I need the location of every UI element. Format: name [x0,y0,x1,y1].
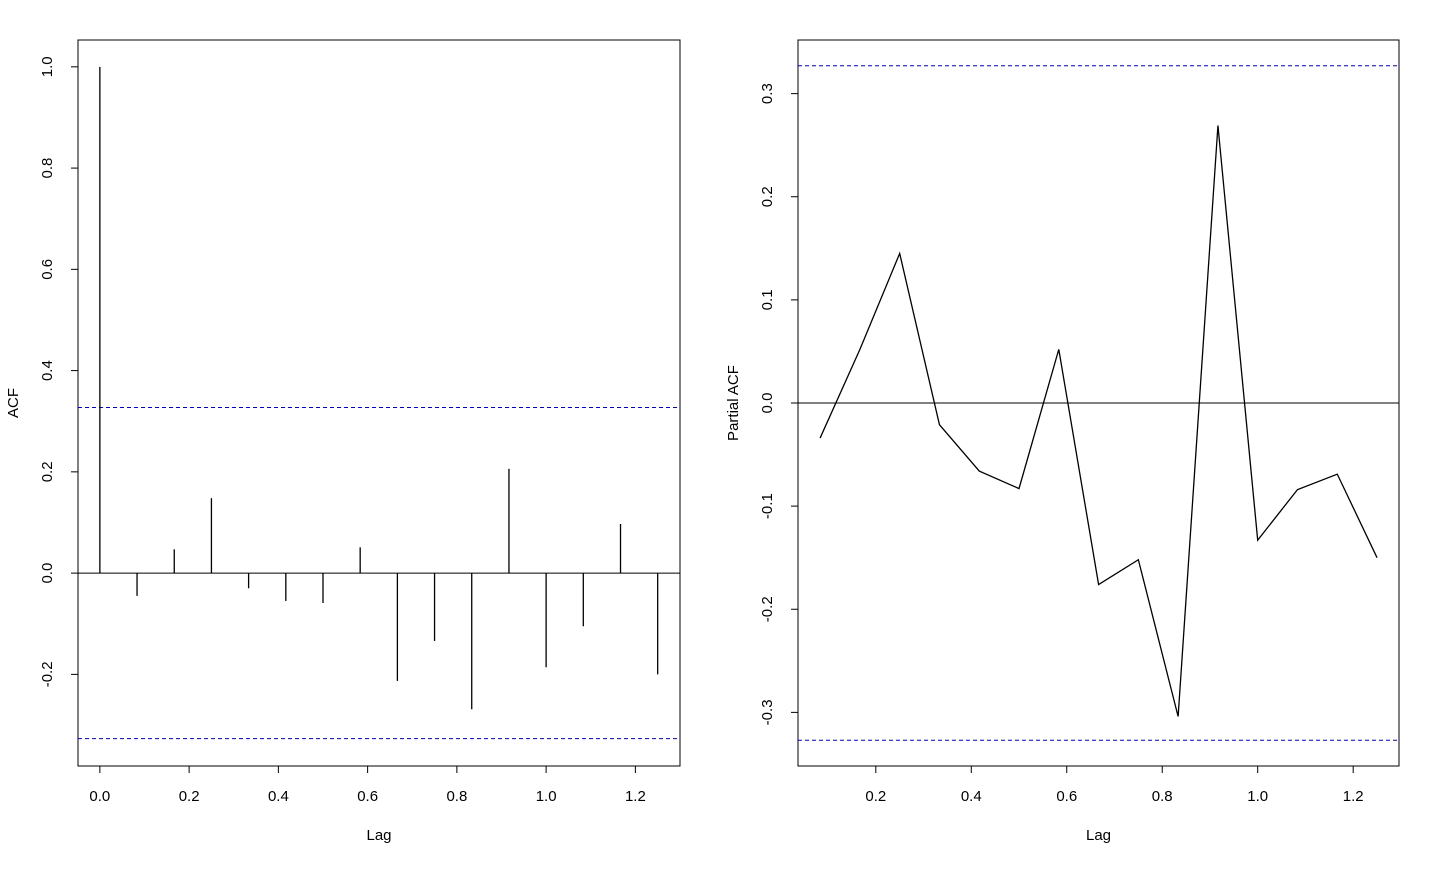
x-tick-label: 1.2 [625,788,646,805]
y-tick-label: 0.6 [39,259,56,280]
y-tick-label: 0.2 [759,186,776,207]
x-tick-label: 0.4 [268,788,289,805]
x-tick-label: 0.2 [179,788,200,805]
y-tick-label: 0.1 [759,289,776,310]
x-tick-label: 0.2 [865,788,886,805]
y-tick-label: 0.0 [759,393,776,414]
y-tick-label: 0.8 [39,158,56,179]
y-tick-label: -0.3 [759,699,776,725]
x-axis-label: Lag [1086,827,1111,844]
y-tick-label: 0.3 [759,83,776,104]
x-tick-label: 1.0 [536,788,557,805]
x-tick-label: 1.0 [1247,788,1268,805]
x-tick-label: 0.8 [446,788,467,805]
y-tick-label: -0.2 [759,596,776,622]
x-tick-label: 0.0 [89,788,110,805]
y-tick-label: 0.4 [39,360,56,381]
x-tick-label: 0.6 [357,788,378,805]
y-tick-label: -0.2 [39,661,56,687]
x-axis-label: Lag [366,827,391,844]
y-tick-label: 0.0 [39,563,56,584]
chart-title: Series resid [1047,0,1149,2]
x-tick-label: 0.6 [1056,788,1077,805]
chart-title: Series resid [328,0,430,2]
y-axis-label: ACF [5,388,22,418]
y-tick-label: -0.1 [759,493,776,519]
pacf-line [819,125,1378,717]
y-axis-label: Partial ACF [725,365,742,441]
x-tick-label: 1.2 [1343,788,1364,805]
x-tick-label: 0.4 [961,788,982,805]
y-tick-label: 0.2 [39,461,56,482]
plot-frame [77,39,681,767]
x-tick-label: 0.8 [1152,788,1173,805]
y-tick-label: 1.0 [39,56,56,77]
